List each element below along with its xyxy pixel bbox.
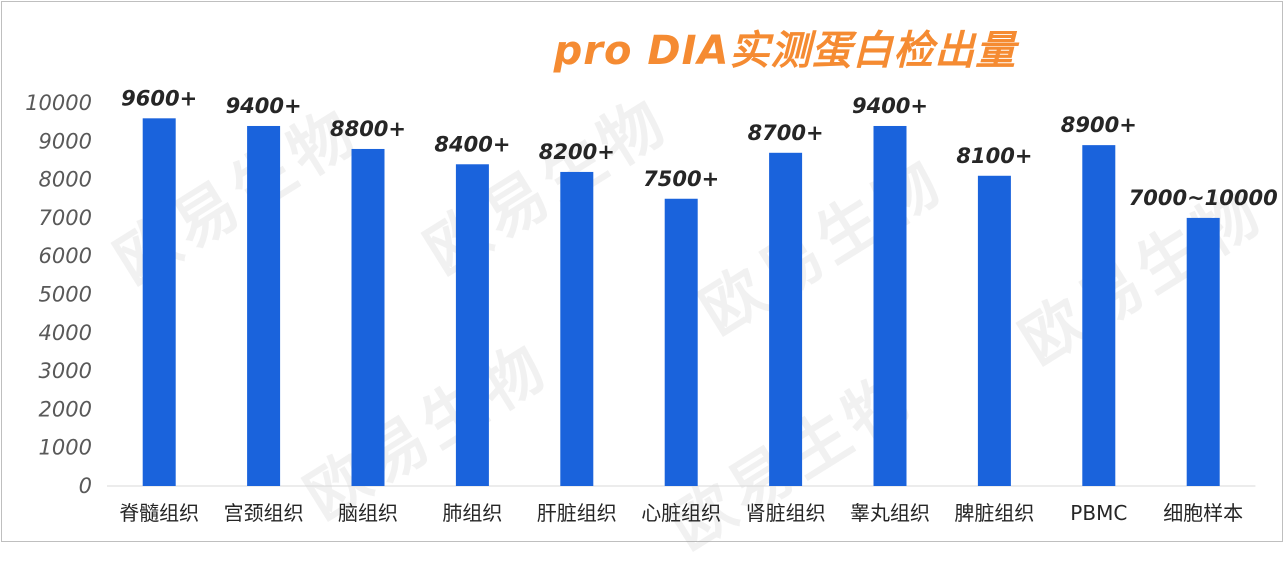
bar bbox=[142, 118, 176, 486]
x-tick-label: 脑组织 bbox=[338, 501, 398, 525]
data-label: 8100+ bbox=[956, 144, 1032, 168]
y-tick-label: 8000 bbox=[39, 168, 92, 192]
data-label: 8800+ bbox=[330, 117, 406, 141]
data-label: 7500+ bbox=[643, 167, 719, 191]
y-tick-label: 2000 bbox=[39, 397, 92, 421]
x-tick-label: 心脏组织 bbox=[641, 501, 721, 525]
bar bbox=[977, 175, 1011, 486]
data-label: 7000~10000 bbox=[1129, 186, 1278, 210]
bar bbox=[664, 198, 698, 486]
y-tick-label: 10000 bbox=[25, 91, 92, 115]
x-tick-label: 肝脏组织 bbox=[537, 501, 617, 525]
bar bbox=[247, 125, 281, 486]
y-tick-label: 6000 bbox=[39, 244, 92, 268]
x-tick-label: 肾脏组织 bbox=[746, 501, 826, 525]
chart-title: pro DIA实测蛋白检出量 bbox=[553, 28, 1017, 74]
bar bbox=[769, 152, 803, 487]
x-tick-label: 肺组织 bbox=[442, 501, 502, 525]
x-tick-label: PBMC bbox=[1070, 501, 1127, 525]
bar-chart: 0 1000 2000 3000 4000 5000 6000 7000 8000 9000 100… bbox=[25, 86, 1278, 525]
x-tick-label: 脊髓组织 bbox=[119, 501, 199, 525]
data-label: 9400+ bbox=[226, 94, 302, 118]
data-label: 9400+ bbox=[852, 94, 928, 118]
y-tick-label: 0 bbox=[79, 474, 92, 498]
data-label: 8200+ bbox=[539, 140, 615, 164]
y-tick-label: 1000 bbox=[39, 436, 92, 460]
data-label: 8900+ bbox=[1061, 113, 1137, 137]
y-tick-label: 9000 bbox=[39, 129, 92, 153]
x-tick-label: 细胞样本 bbox=[1163, 501, 1243, 525]
x-tick-label: 脾脏组织 bbox=[954, 501, 1034, 525]
data-label: 8700+ bbox=[748, 121, 824, 145]
bar bbox=[1082, 145, 1116, 486]
y-tick-label: 3000 bbox=[39, 359, 92, 383]
bar bbox=[873, 125, 907, 486]
y-tick-label: 5000 bbox=[39, 283, 92, 307]
bar bbox=[560, 171, 594, 486]
bar bbox=[455, 164, 489, 486]
data-label: 9600+ bbox=[121, 86, 197, 110]
bar bbox=[1186, 217, 1220, 486]
x-tick-label: 宫颈组织 bbox=[224, 501, 304, 525]
y-tick-label: 7000 bbox=[39, 206, 92, 230]
y-tick-label: 4000 bbox=[39, 321, 92, 345]
data-label: 8400+ bbox=[434, 132, 510, 156]
x-tick-label: 睾丸组织 bbox=[850, 501, 930, 525]
bar bbox=[351, 148, 385, 486]
chart-frame bbox=[1, 1, 1283, 542]
